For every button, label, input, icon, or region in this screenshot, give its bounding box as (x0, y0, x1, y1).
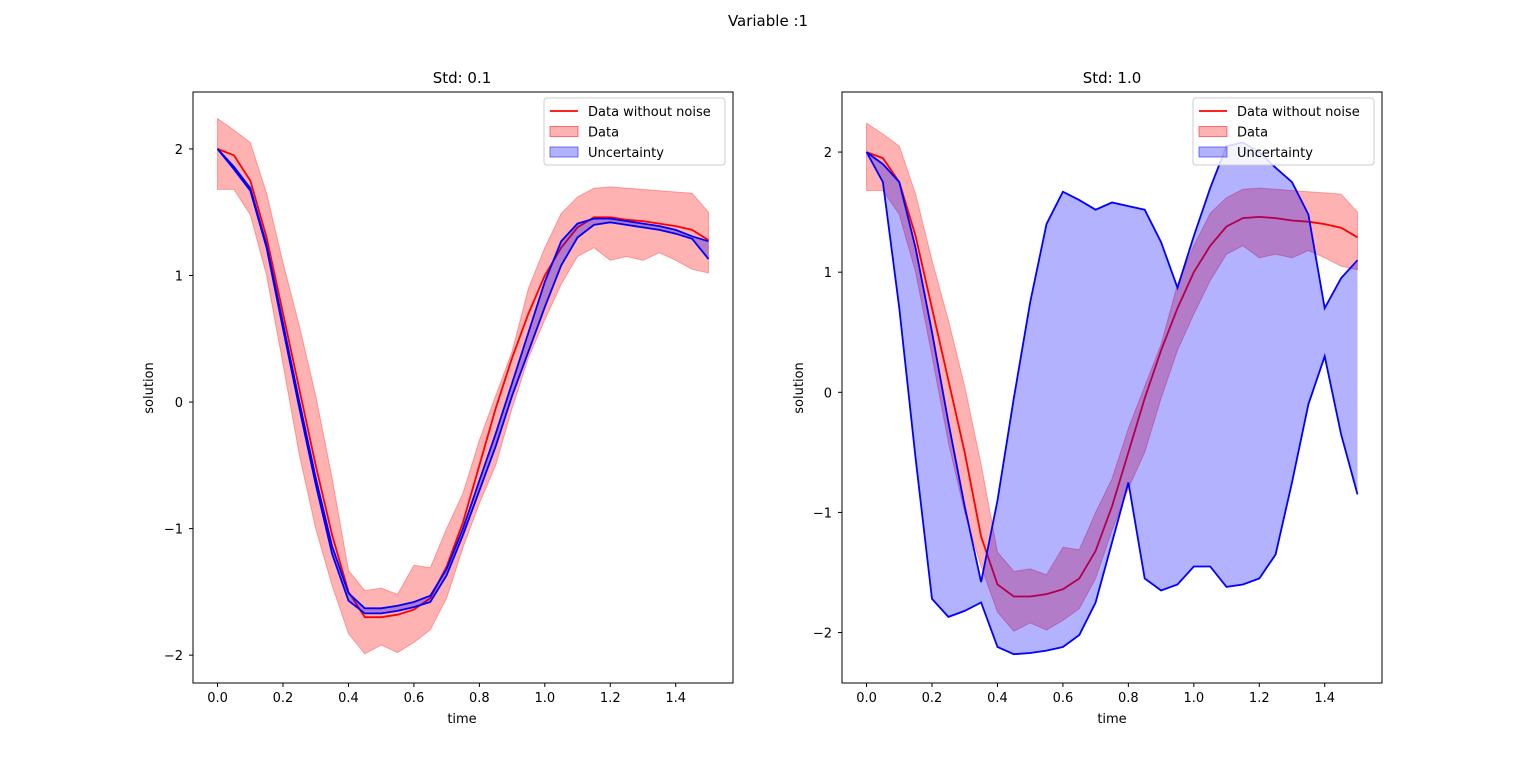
x-tick-label: 0.0 (856, 691, 877, 706)
legend-label: Data without noise (1237, 105, 1360, 120)
legend-frame (1192, 97, 1375, 166)
legend-swatch-data (1198, 126, 1228, 137)
y-tick-label: −1 (164, 523, 183, 538)
legend-frame (543, 97, 726, 166)
x-axis-label: time (1097, 712, 1126, 727)
data-band (217, 117, 709, 655)
x-tick-label: 1.0 (534, 691, 555, 706)
uncertainty-lower-line (865, 151, 1359, 656)
data-without-noise-line (866, 151, 1358, 598)
x-tick-label: 0.8 (469, 691, 490, 706)
uncertainty-lower-line (216, 148, 710, 615)
plot-area (865, 122, 1359, 656)
uncertainty-upper-line (865, 141, 1359, 583)
legend: Data without noise Data Uncertainty (1192, 97, 1375, 166)
x-tick-label: 0.6 (404, 691, 425, 706)
legend-label: Data (1237, 126, 1268, 141)
y-tick-label: 2 (824, 146, 832, 161)
legend-label: Data without noise (588, 105, 711, 120)
axes-frame (192, 91, 734, 684)
legend-label: Data (588, 126, 619, 141)
x-tick-label: 1.4 (665, 691, 686, 706)
legend-swatch-uncertainty (1198, 146, 1228, 158)
legend-swatch-uncertainty (549, 146, 579, 158)
x-tick-label: 0.6 (1053, 691, 1074, 706)
axes-frame (841, 91, 1383, 684)
x-tick-label: 1.2 (600, 691, 621, 706)
uncertainty-band (866, 142, 1358, 655)
data-without-noise-line (217, 148, 709, 619)
figure-suptitle: Variable :1 (728, 12, 808, 30)
subplot-title: Std: 1.0 (1083, 69, 1142, 87)
y-tick-label: −1 (813, 506, 832, 521)
y-tick-label: 0 (175, 396, 183, 411)
plot-area (216, 117, 710, 655)
x-axis-label: time (447, 712, 476, 727)
y-tick-label: −2 (164, 649, 183, 664)
y-axis-label: solution (792, 362, 807, 413)
x-tick-label: 0.4 (338, 691, 359, 706)
legend-label: Uncertainty (588, 146, 664, 161)
y-tick-label: −2 (813, 627, 832, 642)
subplot-title: Std: 0.1 (433, 69, 492, 87)
uncertainty-upper-line (216, 148, 709, 610)
x-tick-label: 0.2 (922, 691, 943, 706)
y-tick-label: 1 (824, 266, 832, 281)
legend-label: Uncertainty (1237, 146, 1313, 161)
legend: Data without noise Data Uncertainty (543, 97, 726, 166)
x-tick-label: 1.2 (1249, 691, 1270, 706)
x-tick-label: 0.4 (987, 691, 1008, 706)
y-tick-label: 1 (175, 270, 183, 285)
x-tick-label: 0.8 (1118, 691, 1139, 706)
x-tick-label: 1.0 (1183, 691, 1204, 706)
x-tick-label: 0.2 (273, 691, 294, 706)
y-axis-label: solution (142, 362, 157, 413)
y-tick-label: 0 (824, 386, 832, 401)
y-tick-label: 2 (175, 143, 183, 158)
subplot-std-0-1: Std: 0.1 time solution 0.0 0.2 0.4 0.6 0.8 1.… (142, 69, 734, 727)
legend-swatch-data (549, 126, 579, 137)
subplot-std-1-0: Std: 1.0 time solution 0.0 0.2 0.4 0.6 0.8 1.… (792, 69, 1383, 727)
data-band (866, 122, 1358, 632)
x-tick-label: 1.4 (1314, 691, 1335, 706)
x-tick-label: 0.0 (207, 691, 228, 706)
